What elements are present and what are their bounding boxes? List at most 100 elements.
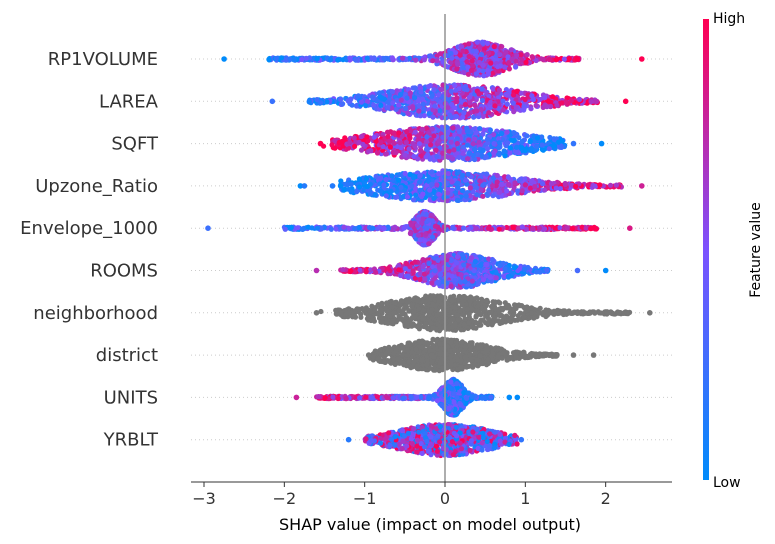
point (508, 47, 514, 53)
point (477, 178, 483, 184)
point (452, 105, 458, 111)
point (483, 154, 489, 160)
point (423, 146, 430, 152)
point (429, 181, 435, 187)
point (569, 226, 576, 232)
point (460, 172, 466, 178)
feature-points-upzone-ratio (297, 168, 645, 204)
outlier-point (627, 225, 633, 231)
point (449, 55, 455, 61)
point (467, 94, 473, 100)
point (576, 96, 583, 102)
point (389, 89, 395, 95)
point (328, 226, 334, 232)
point (478, 187, 484, 193)
point (453, 113, 459, 119)
point (460, 150, 466, 157)
point (348, 189, 354, 195)
point (507, 145, 513, 151)
point (396, 130, 402, 136)
point (432, 103, 438, 109)
point (548, 103, 554, 110)
outlier-point (221, 56, 227, 62)
point (545, 98, 551, 104)
point (499, 130, 505, 137)
point (473, 184, 479, 190)
point (426, 111, 432, 117)
point (485, 71, 491, 77)
point (418, 147, 424, 154)
point (381, 226, 387, 232)
point (496, 140, 502, 146)
point (417, 172, 423, 178)
point (433, 147, 439, 153)
point (473, 130, 479, 136)
point (480, 113, 486, 119)
point (449, 102, 455, 108)
point (291, 57, 297, 63)
point (436, 92, 442, 98)
point (506, 182, 512, 188)
point (314, 225, 320, 231)
point (491, 150, 497, 156)
point (470, 141, 476, 147)
point (417, 237, 423, 243)
point (436, 191, 442, 197)
point (429, 126, 435, 132)
point (467, 185, 473, 191)
point (464, 59, 470, 65)
point (450, 225, 456, 231)
point (454, 66, 460, 72)
point (364, 55, 370, 61)
outlier-point (570, 140, 577, 147)
point (278, 55, 285, 61)
point (469, 58, 475, 64)
point (437, 186, 443, 192)
point (573, 183, 579, 189)
point (568, 97, 574, 104)
point (391, 130, 397, 136)
point (431, 133, 437, 139)
point (381, 182, 387, 188)
point (396, 102, 402, 108)
point (352, 143, 358, 149)
point (496, 68, 502, 74)
point (378, 188, 384, 194)
point (356, 224, 362, 231)
feature-points-sqft (317, 124, 605, 163)
point (430, 58, 436, 64)
point (456, 154, 462, 160)
point (356, 176, 362, 182)
point (347, 55, 353, 61)
point (481, 46, 487, 52)
point (465, 226, 471, 232)
point (416, 108, 422, 114)
point (401, 225, 407, 231)
point (496, 87, 502, 93)
point (282, 226, 288, 232)
point (478, 106, 484, 113)
point (418, 89, 424, 95)
point (597, 182, 603, 188)
point (415, 156, 421, 162)
point (379, 95, 385, 101)
point (530, 97, 537, 103)
point (398, 97, 404, 103)
point (510, 92, 517, 98)
point (335, 57, 341, 63)
point (460, 48, 466, 54)
point (409, 183, 415, 189)
point (363, 176, 369, 182)
point (530, 226, 536, 232)
point (434, 153, 440, 159)
point (349, 102, 355, 108)
point (387, 144, 393, 150)
point (419, 220, 425, 226)
point (477, 126, 483, 132)
point (429, 218, 435, 224)
point (383, 151, 389, 157)
point (430, 234, 436, 240)
point (473, 48, 479, 55)
point (328, 56, 334, 63)
point (365, 98, 371, 105)
